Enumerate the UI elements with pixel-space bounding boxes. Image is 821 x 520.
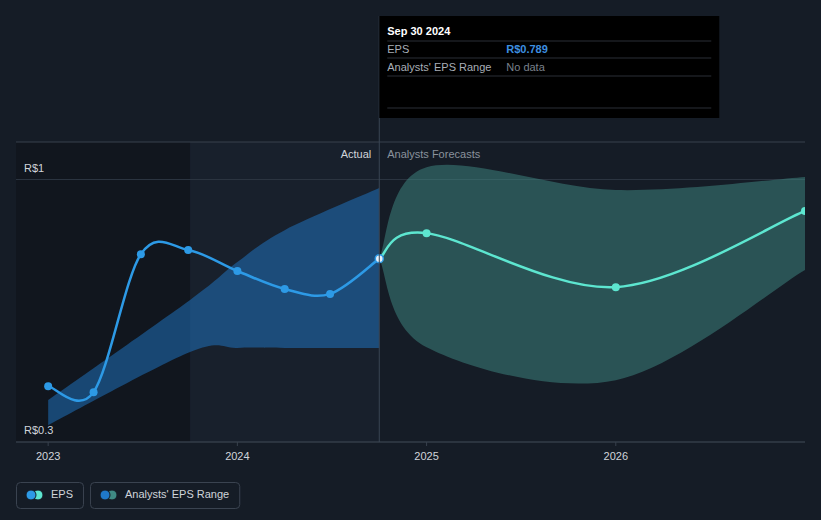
eps-marker [184, 246, 192, 254]
legend-swatch [26, 490, 36, 500]
tooltip-box [379, 16, 719, 118]
tooltip-divider [387, 58, 711, 59]
range-area [379, 165, 805, 384]
background [0, 0, 821, 520]
past-shade [16, 142, 190, 442]
tooltip: Sep 30 2024 EPS R$0.789 Analysts' EPS Range… [379, 16, 719, 118]
tooltip-divider [387, 108, 711, 109]
chart: R$0.3 R$1 2023 2024 2025 2026 Actual Analysts F… [0, 0, 821, 520]
eps-marker [801, 207, 805, 215]
legend-swatch [100, 490, 110, 500]
legend: EPS Analysts' EPS Range [17, 483, 240, 509]
tooltip-value: No data [506, 61, 545, 73]
legend-box [17, 483, 84, 509]
eps-line [48, 242, 379, 401]
eps-marker [326, 290, 334, 298]
eps-marker [137, 250, 145, 258]
tooltip-label: EPS [387, 43, 409, 55]
legend-label: Analysts' EPS Range [125, 488, 229, 500]
eps-marker [612, 283, 620, 291]
x-tick-label: 2024 [225, 450, 249, 462]
x-tick [48, 442, 49, 446]
x-tick [237, 442, 238, 446]
eps-marker [233, 267, 241, 275]
x-axis [16, 442, 805, 443]
x-tick [615, 442, 616, 446]
annotation-actual: Actual [341, 148, 372, 160]
x-tick-label: 2026 [604, 450, 628, 462]
legend-box [91, 483, 240, 509]
y-tick-label: R$0.3 [24, 424, 53, 436]
tooltip-value: R$0.789 [506, 43, 548, 55]
eps-marker [90, 388, 98, 396]
x-tick-label: 2023 [36, 450, 60, 462]
tooltip-divider [387, 41, 711, 42]
legend-label: EPS [51, 488, 73, 500]
tooltip-label: Analysts' EPS Range [387, 61, 491, 73]
grid-line [16, 442, 805, 443]
plot-area [44, 165, 805, 425]
eps-marker [44, 382, 52, 390]
y-tick-label: R$1 [24, 162, 44, 174]
x-tick [426, 442, 427, 446]
eps-marker [281, 285, 289, 293]
range-area [48, 188, 379, 425]
tooltip-title: Sep 30 2024 [387, 25, 451, 37]
eps-line [379, 211, 805, 287]
frame-top [16, 142, 805, 143]
eps-marker [423, 229, 431, 237]
x-tick-label: 2025 [414, 450, 438, 462]
annotation-forecast: Analysts Forecasts [387, 148, 480, 160]
tooltip-divider [387, 76, 711, 77]
